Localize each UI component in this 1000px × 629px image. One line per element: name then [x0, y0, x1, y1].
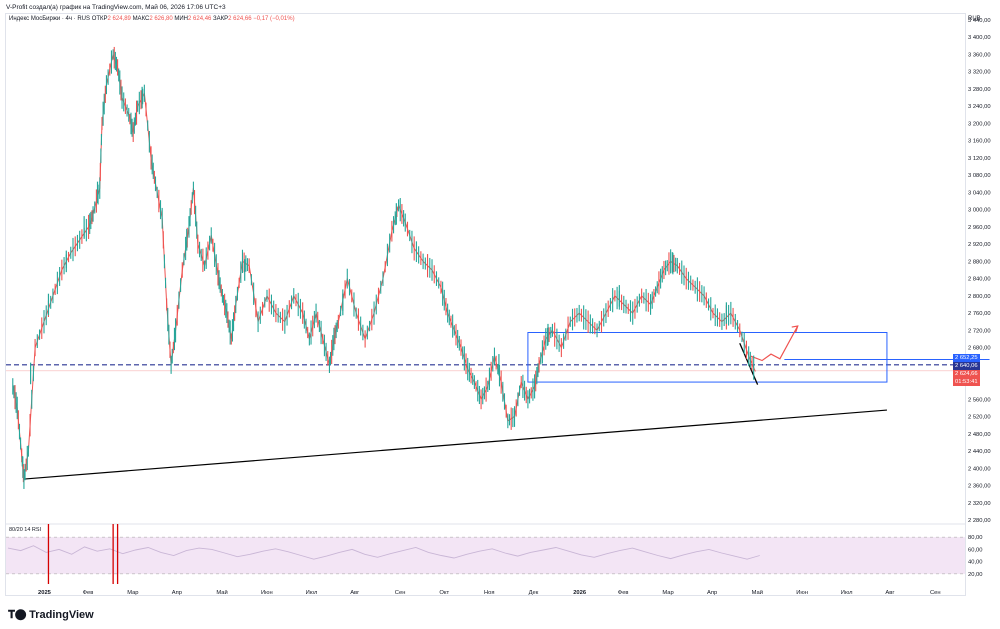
y-tick-label: 3 040,00	[968, 190, 991, 196]
arrow-head	[791, 325, 799, 333]
x-tick-label: Июл	[841, 590, 853, 596]
x-tick-label: Авг	[350, 590, 359, 596]
ohlc-legend: Индекс МосБиржи · 4ч · RUS ОТКР2 624,89 …	[9, 16, 295, 22]
x-axis-ticks: 2025 Фев Мар Апр Май Июн Июл Авг Сен Окт Ноя Дек 202…	[38, 589, 941, 596]
y-tick-label: 2 680,00	[968, 346, 991, 352]
support-trendline	[23, 409, 887, 480]
instrument-title[interactable]: Индекс МосБиржи · 4ч · RUS	[9, 16, 91, 22]
high-value: 2 626,80	[149, 16, 173, 22]
y-tick-label: 3 080,00	[968, 173, 991, 179]
y-tick-label: 3 120,00	[968, 156, 991, 162]
y-tick-label: 2 440,00	[968, 449, 991, 455]
rsi-tick-label: 20,00	[968, 572, 983, 578]
x-tick-label: Фев	[83, 590, 94, 596]
price-line	[12, 54, 756, 480]
y-axis-ticks: 3 440,00 3 400,00 3 360,00 3 320,00 3 280,00…	[968, 18, 991, 524]
high-label: МАКС	[132, 16, 150, 22]
open-label: ОТКР	[91, 16, 108, 22]
x-tick-label: Мар	[662, 590, 673, 596]
rsi-line	[7, 545, 760, 560]
price-tag-close: 2 624,66	[953, 370, 980, 379]
x-tick-label: Июн	[796, 590, 808, 596]
x-tick-label: Апр	[707, 590, 717, 596]
x-tick-label: Ноя	[484, 590, 495, 596]
price-tag-2652: 2 652,25	[953, 353, 980, 362]
y-tick-label: 3 360,00	[968, 52, 991, 58]
close-label: ЗАКР	[213, 16, 229, 22]
markers	[47, 524, 119, 584]
rsi-tick-label: 60,00	[968, 547, 983, 553]
y-tick-label: 2 840,00	[968, 277, 991, 283]
y-tick-label: 3 440,00	[968, 18, 991, 24]
x-tick-label: Сен	[930, 590, 941, 596]
y-tick-label: 2 760,00	[968, 311, 991, 317]
y-tick-label: 3 400,00	[968, 35, 991, 41]
close-value: 2 624,66	[228, 16, 252, 22]
y-tick-label: 2 920,00	[968, 242, 991, 248]
y-tick-label: 2 360,00	[968, 484, 991, 490]
y-tick-label: 2 400,00	[968, 466, 991, 472]
y-tick-label: 2 480,00	[968, 432, 991, 438]
x-tick-label: Мар	[127, 590, 138, 596]
projection-arrow	[750, 325, 799, 362]
x-tick-label: Фев	[618, 590, 629, 596]
drawings	[6, 325, 990, 480]
x-tick-label: Апр	[172, 590, 182, 596]
price-series	[12, 46, 756, 489]
y-tick-label: 2 720,00	[968, 328, 991, 334]
x-tick-label: Июн	[261, 590, 273, 596]
x-tick-label: Май	[216, 589, 227, 596]
y-tick-label: 3 000,00	[968, 208, 991, 214]
y-tick-label: 3 160,00	[968, 139, 991, 145]
change-value: −0,17 (−0,01%)	[253, 16, 295, 22]
low-label: МИН	[174, 16, 189, 22]
y-tick-label: 2 800,00	[968, 294, 991, 300]
y-tick-label: 3 280,00	[968, 87, 991, 93]
price-tag-level: 2 640,06	[953, 361, 980, 370]
y-tick-label: 3 200,00	[968, 121, 991, 127]
x-tick-label: Сен	[395, 590, 406, 596]
y-tick-label: 3 320,00	[968, 70, 991, 76]
attribution-text: V-Profit создал(а) график на TradingView…	[6, 4, 226, 11]
y-tick-label: 2 960,00	[968, 225, 991, 231]
x-tick-label: Июл	[306, 590, 318, 596]
chart-frame	[5, 13, 966, 596]
brand-name: TradingView	[29, 609, 94, 621]
rsi-tick-label: 40,00	[968, 560, 983, 566]
y-tick-label: 2 880,00	[968, 259, 991, 265]
y-tick-label: 2 520,00	[968, 415, 991, 421]
rsi-tick-label: 80,00	[968, 535, 983, 541]
rsi-pane: 80,00 60,00 40,00 20,00	[6, 535, 983, 578]
y-tick-label: 3 240,00	[968, 104, 991, 110]
x-tick-label: Май	[752, 589, 763, 596]
bar-countdown: 01:53:41	[953, 378, 980, 387]
consolidation-box	[527, 332, 888, 383]
rsi-indicator-label[interactable]: 80/20 14 RSI	[9, 527, 42, 533]
rsi-band	[6, 537, 965, 574]
x-tick-label: Авг	[885, 590, 894, 596]
x-tick-label: Окт	[439, 590, 449, 596]
low-value: 2 624,46	[188, 16, 212, 22]
currency-label[interactable]: RUB	[968, 16, 981, 22]
y-tick-label: 2 280,00	[968, 518, 991, 524]
x-tick-label: 2025	[38, 590, 52, 596]
y-tick-label: 2 320,00	[968, 501, 991, 507]
y-tick-label: 2 560,00	[968, 397, 991, 403]
x-tick-label: 2026	[573, 590, 587, 596]
x-tick-label: Дек	[529, 590, 539, 596]
open-value: 2 624,89	[107, 16, 131, 22]
tv-logo-icon: 𝐓⬤	[8, 609, 27, 621]
tradingview-logo[interactable]: 𝐓⬤ TradingView	[8, 609, 94, 622]
